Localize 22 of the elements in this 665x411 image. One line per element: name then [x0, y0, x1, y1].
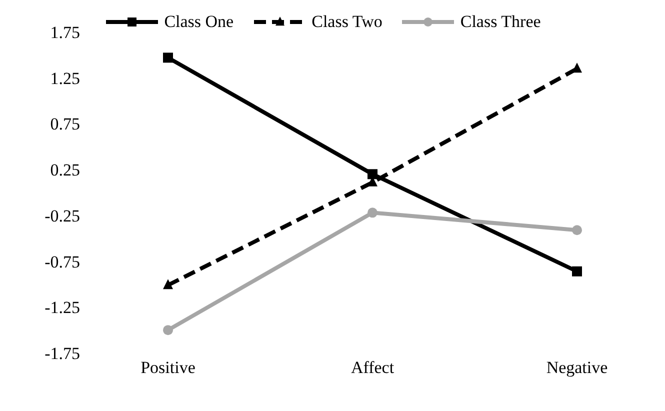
legend-label: Class One	[164, 12, 234, 32]
legend-label: Class Three	[460, 12, 541, 32]
point	[163, 279, 173, 290]
x-tick-label: Positive	[140, 358, 196, 378]
y-tick-label: -0.25	[44, 206, 80, 226]
point	[163, 325, 173, 336]
y-tick-label: -0.75	[44, 252, 80, 272]
y-tick-label: -1.25	[44, 298, 80, 318]
y-tick-label: 0.25	[50, 160, 80, 180]
y-tick-label: 1.75	[50, 23, 80, 42]
y-tick-label: 1.25	[50, 68, 80, 88]
y-tick-label: 0.75	[50, 114, 80, 134]
point	[572, 266, 582, 276]
point	[368, 208, 378, 218]
point	[572, 62, 582, 73]
x-tick-label: Negative	[546, 358, 608, 378]
x-tick-label: Affect	[350, 358, 394, 378]
point	[572, 225, 582, 236]
y-tick-label: -1.75	[44, 344, 80, 364]
point	[368, 169, 378, 180]
legend-label: Class Two	[312, 12, 382, 32]
point	[163, 52, 173, 63]
